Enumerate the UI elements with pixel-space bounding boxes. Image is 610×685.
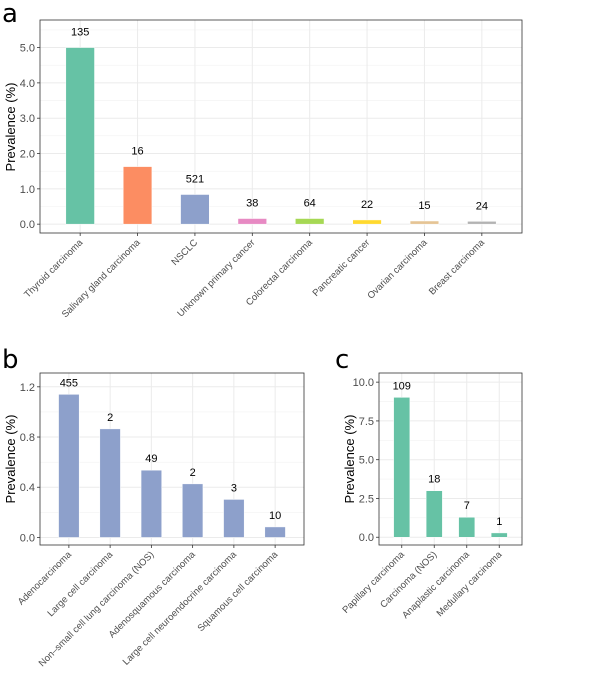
y-axis-title-b: Prevalence (%) (3, 415, 18, 504)
y-tick-label: 0.8 (20, 432, 35, 444)
plot-border (39, 19, 523, 234)
x-tick-label: Squamous cell carcinoma (196, 549, 281, 634)
y-tick-label: 0.4 (20, 482, 35, 494)
data-label: 64 (304, 198, 316, 210)
plot-border (39, 372, 305, 546)
y-axis-title-a: Prevalence (%) (3, 83, 18, 172)
y-tick-label: 7.5 (359, 416, 374, 428)
x-tick-label: Carcinoma (NOS) (378, 549, 439, 610)
panel-letter-b: b (2, 345, 19, 375)
data-label: 1 (496, 516, 502, 528)
bar-salivary-gland-carcinoma (122, 166, 153, 225)
y-axis-title-c: Prevalence (%) (342, 415, 357, 504)
bar-adenocarcinoma (58, 394, 80, 538)
bar-medullary-carcinoma (490, 532, 508, 538)
panel-letter-a: a (2, 0, 18, 29)
data-label: 49 (145, 453, 157, 465)
x-tick-label: Adenosquamous carcinoma (107, 549, 199, 641)
data-label: 15 (418, 200, 430, 212)
data-label: 22 (361, 199, 373, 211)
panel-letter-c: c (335, 345, 349, 375)
y-tick-label: 10.0 (353, 377, 374, 389)
bar-unknown-primary-cancer (237, 218, 267, 225)
data-label: 16 (131, 146, 143, 158)
bar-thyroid-carcinoma (65, 47, 95, 225)
y-tick-label: 1.0 (20, 184, 35, 196)
x-tick-label: Thyroid carcinoma (22, 237, 86, 301)
bar-carcinoma-nos- (425, 490, 443, 538)
y-tick-label: 0.0 (20, 532, 35, 544)
bar-anaplastic-carcinoma (458, 516, 476, 538)
data-label: 18 (428, 474, 440, 486)
data-label: 38 (246, 198, 258, 210)
data-label: 2 (107, 412, 113, 424)
data-label: 10 (269, 510, 281, 522)
data-label: 3 (231, 482, 237, 494)
plot-background (40, 20, 522, 233)
bar-papillary-carcinoma (393, 397, 411, 538)
bar-adenosquamous-carcinoma (182, 483, 204, 538)
bar-pancreatic-cancer (352, 219, 382, 225)
x-tick-label: Medullary carcinoma (435, 549, 505, 619)
bar-nsclc (180, 194, 210, 225)
data-label: 109 (393, 380, 411, 392)
y-tick-label: 3.0 (20, 113, 35, 125)
data-label: 24 (476, 200, 488, 212)
data-label: 2 (190, 467, 196, 479)
bar-breast-carcinoma (467, 221, 497, 225)
data-label: 455 (60, 377, 78, 389)
x-tick-label: Pancreatic cancer (311, 237, 373, 299)
plot-border (378, 372, 523, 546)
data-label: 521 (186, 173, 204, 185)
y-tick-label: 1.2 (20, 382, 35, 394)
panel-a-plot: 0.0 1.0 2.0 3.0 4.0 5.0 135 Thyroid carcinoma 16… (20, 19, 523, 320)
x-tick-label: Breast carcinoma (427, 237, 488, 298)
bar-colorectal-carcinoma (295, 218, 325, 225)
y-tick-label: 4.0 (20, 78, 35, 90)
x-tick-label: Ovarian carcinoma (365, 237, 430, 302)
bar-ovarian-carcinoma (409, 220, 440, 225)
bar-non-small-cell-lung-carcinoma-nos- (140, 469, 162, 538)
y-tick-label: 0.0 (359, 532, 374, 544)
x-tick-label: NSCLC (170, 237, 201, 268)
y-tick-label: 2.0 (20, 149, 35, 161)
y-tick-label: 5.0 (359, 455, 374, 467)
y-tick-label: 2.5 (359, 493, 374, 505)
y-tick-label: 5.0 (20, 43, 35, 55)
y-tick-label: 0.0 (20, 219, 35, 231)
plot-background (40, 373, 304, 545)
data-label: 135 (71, 27, 89, 39)
data-label: 7 (464, 500, 470, 512)
bar-large-cell-neuroendocrine-carcinoma (223, 499, 245, 538)
bar-squamous-cell-carcinoma (264, 526, 286, 538)
bar-large-cell-carcinoma (99, 428, 121, 538)
